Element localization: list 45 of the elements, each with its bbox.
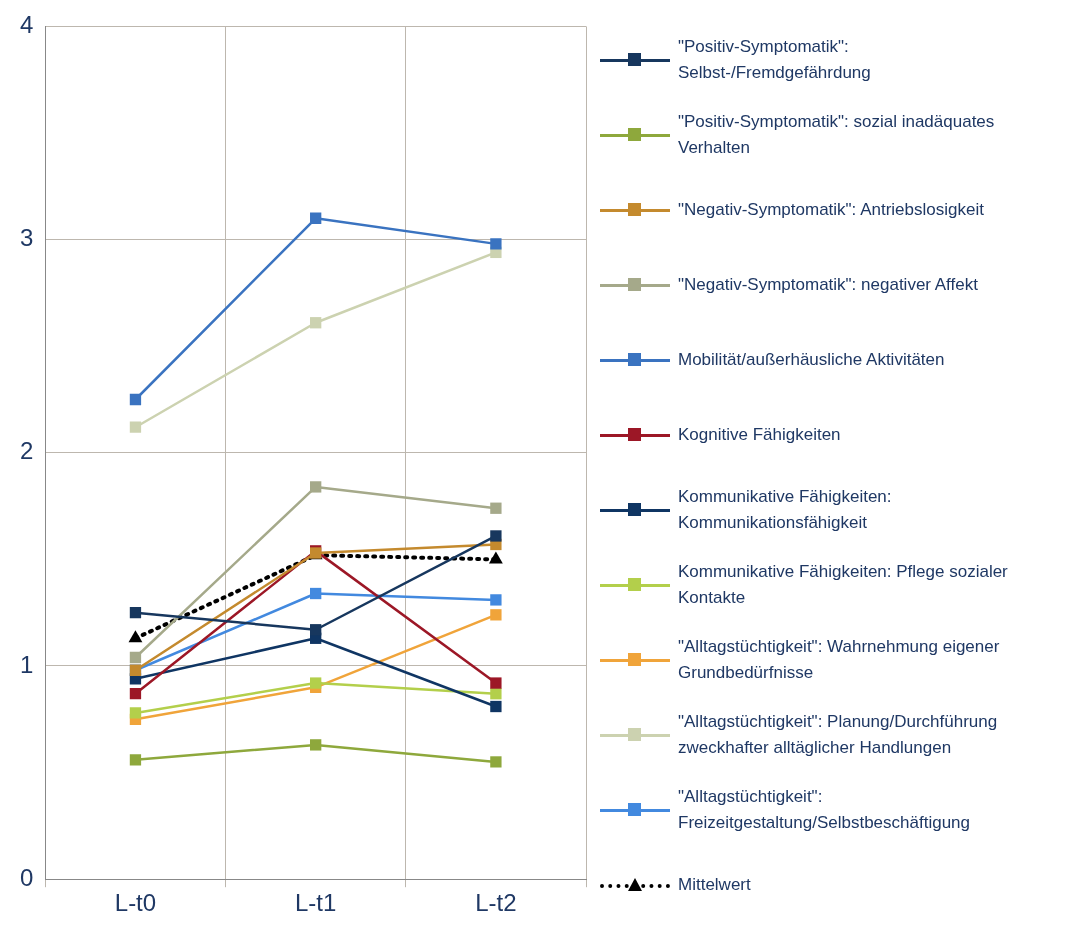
legend-label: Mittelwert xyxy=(678,873,751,896)
legend-label: "Negativ-Symptomatik": Antriebslosigkeit xyxy=(678,198,984,221)
point xyxy=(129,754,142,766)
point xyxy=(310,212,322,224)
y-tick-label: 4 xyxy=(19,11,34,39)
point xyxy=(310,481,322,493)
point xyxy=(490,700,502,713)
x-tick-label: L-t0 xyxy=(114,889,157,917)
point xyxy=(310,677,322,689)
point xyxy=(310,317,322,329)
point xyxy=(490,594,502,606)
point xyxy=(129,707,142,719)
legend-label: Mobilität/außerhäusliche Aktivitäten xyxy=(678,348,945,371)
point xyxy=(310,739,322,751)
y-tick-label: 2 xyxy=(19,437,34,465)
legend-label: "Positiv-Symptomatik": sozial inadäquates Verhalten xyxy=(678,110,996,159)
point xyxy=(129,421,142,433)
point xyxy=(310,624,322,636)
legend-label: "Alltagstüchtigkeit": Wahrnehmung eigener Grundbedürfnisse xyxy=(678,635,1001,684)
point xyxy=(490,530,502,542)
legend-label: Kognitive Fähigkeiten xyxy=(678,423,841,446)
point xyxy=(490,609,502,621)
x-tick-label: L-t1 xyxy=(294,889,337,917)
point xyxy=(310,587,322,600)
y-tick-label: 1 xyxy=(19,650,34,678)
legend-label: "Negativ-Symptomatik": negativer Affekt xyxy=(678,273,978,296)
y-tick-label: 0 xyxy=(19,863,34,891)
y-tick-label: 3 xyxy=(19,224,34,252)
point xyxy=(490,502,502,514)
point xyxy=(129,393,142,406)
legend-label: Kommunikative Fähigkeiten: Kommunikationsfähigkeit xyxy=(678,485,893,534)
point xyxy=(488,551,503,564)
point xyxy=(490,238,502,250)
point xyxy=(128,630,143,643)
point xyxy=(490,677,502,689)
legend-label: Kommunikative Fähigkeiten: Pflege sozialer Kontakte xyxy=(678,560,1009,609)
legend-label: "Alltagstüchtigkeit": Freizeitgestaltung/Selbstbeschäftigung xyxy=(678,785,971,834)
legend-label: "Positiv-Symptomatik": Selbst-/Fremdgefährdung xyxy=(678,35,872,84)
point xyxy=(129,651,142,664)
x-tick-label: L-t2 xyxy=(475,889,517,917)
point xyxy=(129,688,142,700)
point xyxy=(490,688,502,700)
legend-label: "Alltagstüchtigkeit": Planung/Durchführung zweckhafter alltäglicher Handlungen xyxy=(678,710,999,759)
point xyxy=(490,756,502,768)
point xyxy=(129,607,142,619)
